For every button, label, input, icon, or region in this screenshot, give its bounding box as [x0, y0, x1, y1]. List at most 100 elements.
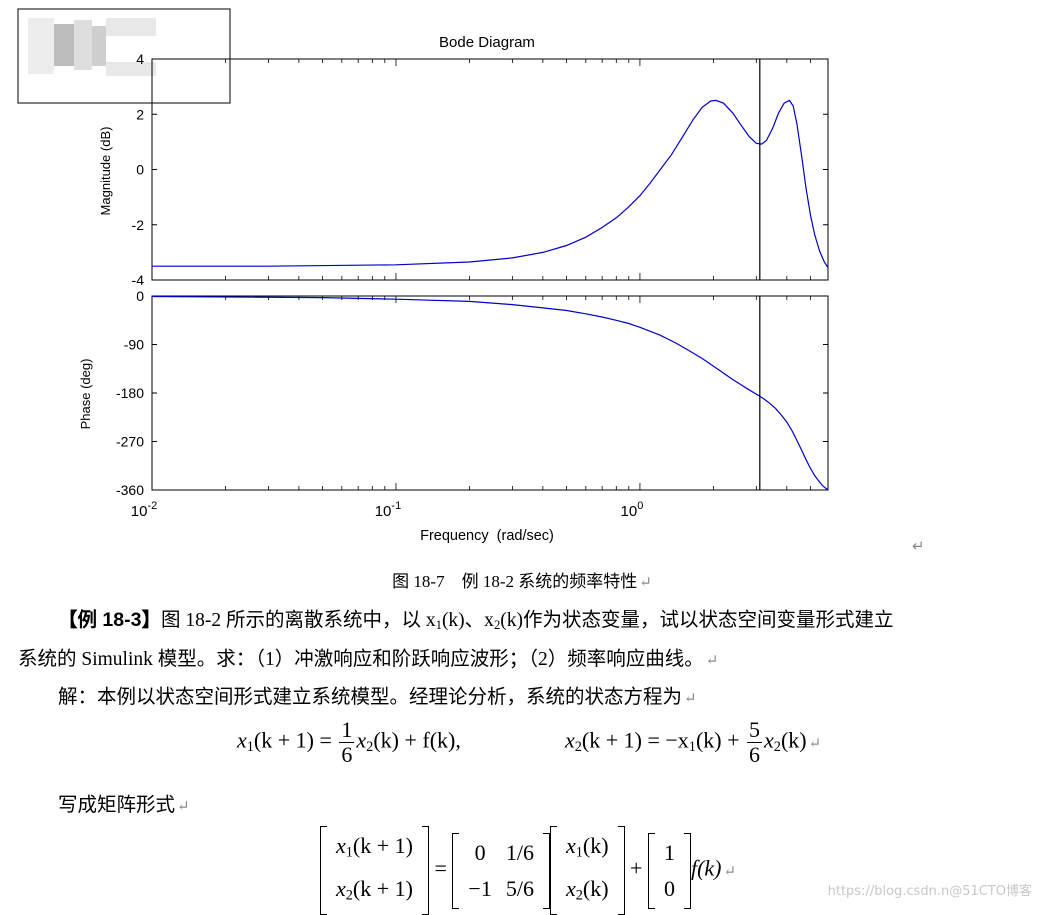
- chart-title: Bode Diagram: [439, 34, 535, 51]
- return-mark: ↵: [177, 799, 190, 815]
- eq-term2: x: [764, 727, 774, 753]
- A-r2c1: −1: [468, 875, 492, 901]
- input-fk: f(k): [690, 855, 722, 881]
- return-mark: ↵: [684, 691, 697, 707]
- magnitude-axes: [151, 58, 829, 281]
- example-label: 例 18-3: [77, 609, 142, 631]
- ytick-label: 0: [136, 288, 144, 304]
- figure-caption: 图 18-7 例 18-2 系统的频率特性 ↵: [0, 567, 1044, 592]
- state-equation-1: x1(k + 1) = 1 6 x2(k) + f(k),: [237, 718, 461, 767]
- xtick-label: 100: [621, 500, 644, 520]
- eq-term1-sub: 2: [366, 739, 374, 756]
- return-mark: ↵: [705, 653, 719, 669]
- example-sub-1: 1: [435, 618, 442, 633]
- ytick-label: -4: [132, 272, 145, 288]
- phase-yticks: 0 -90 -180 -270 -360: [116, 288, 828, 498]
- x-r1-arg: (k): [582, 833, 609, 858]
- state-vector: x1(k) x2(k): [549, 826, 625, 915]
- ytick-label: -270: [116, 434, 144, 450]
- eq-lhs1-arg: (k + 1) =: [253, 727, 332, 753]
- eq-x1-sub: 1: [246, 739, 254, 756]
- example-paragraph-line2: 系统的 Simulink 模型。求：（1）冲激响应和阶跃响应波形；（2）频率响应…: [18, 642, 718, 671]
- xtick-label: 10-1: [375, 500, 401, 520]
- eq-lhs2-arg: (k + 1) = −x: [581, 727, 689, 753]
- return-mark: ↵: [808, 735, 822, 752]
- watermark: https://blog.csdn.n@51CTO博客: [827, 884, 1032, 899]
- eq-x2: x: [565, 727, 575, 753]
- example-paragraph-line1: 【例 18-3】图 18-2 所示的离散系统中，以 x1(k)、x2(k)作为状…: [58, 603, 894, 633]
- x-r2-sub: 2: [575, 887, 583, 904]
- magnitude-curve: [152, 99, 829, 268]
- phase-ylabel: Phase (deg): [78, 359, 93, 430]
- ytick-label: -180: [116, 385, 144, 401]
- ytick-label: 2: [136, 106, 144, 122]
- frac1-den: 6: [341, 742, 353, 767]
- caption-text: 图 18-7 例 18-2 系统的频率特性: [392, 572, 638, 591]
- A-r2c2: 5/6: [505, 875, 534, 901]
- phase-axes: [151, 295, 829, 491]
- state-equation-2: x2(k + 1) = −x1(k) + 5 6 x2(k) ↵: [565, 718, 821, 767]
- ytick-label: -90: [124, 337, 144, 353]
- example-sub-2: 2: [493, 618, 501, 633]
- magnitude-yticks: 4 2 0 -2 -4: [132, 51, 828, 288]
- matrix-form-text: 写成矩阵形式: [58, 795, 176, 816]
- lhs-r2-x: x: [336, 875, 346, 901]
- eq-term1: x: [356, 727, 367, 753]
- x-r1-sub: 1: [575, 844, 583, 861]
- ytick-label: -360: [116, 482, 144, 498]
- A-r1c2: 1/6: [505, 839, 534, 865]
- example-text-3: (k)作为状态变量，试以状态空间变量形式建立: [500, 610, 894, 631]
- A-r1c1: 0: [474, 839, 486, 865]
- eq-term2-rest: (k): [780, 727, 807, 753]
- phase-curve: [151, 295, 829, 491]
- frac1-num: 1: [339, 717, 355, 743]
- example-text-1: 图 18-2 所示的离散系统中，以 x: [160, 610, 436, 631]
- plus-sign: +: [630, 855, 643, 881]
- example-bracket-open: 【: [58, 610, 78, 631]
- eq-term1-rest: (k) + f(k),: [373, 727, 461, 753]
- frac2-den: 6: [749, 742, 761, 767]
- x-r2-arg: (k): [582, 875, 609, 901]
- xtick-label: 10-2: [131, 500, 157, 520]
- lhs-vector: x1(k + 1) x2(k + 1): [320, 826, 429, 915]
- x-r1-x: x: [565, 833, 576, 858]
- matrix-A: 0 1/6 −1 5/6: [452, 832, 550, 909]
- B-r2: 0: [663, 875, 675, 901]
- eq-lhs2-rest: (k) +: [695, 727, 740, 753]
- redacted-logo-box: [17, 8, 231, 104]
- phase-panel: 0 -90 -180 -270 -360 Phase (deg): [78, 288, 829, 498]
- eq-term2-sub: 2: [773, 739, 781, 756]
- matrix-equation: x1(k + 1) x2(k + 1) = 0 1/6 −1 5/6 x1(k) x2(k)…: [320, 826, 736, 915]
- eq-x1: x: [237, 727, 247, 753]
- example-text-2: (k)、x: [441, 610, 494, 631]
- figure-return-mark: ↵: [912, 537, 925, 555]
- eq-x2-sub: 2: [574, 739, 582, 756]
- ytick-label: 4: [136, 51, 144, 67]
- return-mark: ↵: [723, 863, 737, 880]
- magnitude-ylabel: Magnitude (dB): [98, 127, 113, 216]
- magnitude-panel: 4 2 0 -2 -4 Magnitude (dB): [98, 51, 829, 288]
- return-mark: ↵: [639, 575, 652, 591]
- matrix-form-paragraph: 写成矩阵形式 ↵: [58, 788, 190, 817]
- ytick-label: -2: [132, 217, 145, 233]
- example-bracket-close: 】: [141, 610, 161, 631]
- B-r1: 1: [663, 839, 675, 865]
- lhs-r1-arg: (k + 1): [352, 833, 413, 858]
- frequency-tick-labels: 10-2 10-1 100: [131, 500, 644, 520]
- lhs-r1-sub: 1: [345, 844, 353, 861]
- x-axis-label: Frequency (rad/sec): [420, 528, 554, 544]
- x-r2-x: x: [565, 875, 576, 901]
- lhs-r2-arg: (k + 1): [352, 875, 413, 901]
- eq-lhs2-sub2: 1: [688, 739, 696, 756]
- solution-paragraph: 解：本例以状态空间形式建立系统模型。经理论分析，系统的状态方程为 ↵: [58, 680, 697, 709]
- example-text-line2: 系统的 Simulink 模型。求：（1）冲激响应和阶跃响应波形；（2）频率响应…: [18, 649, 704, 670]
- ytick-label: 0: [136, 162, 144, 178]
- lhs-r1-x: x: [336, 833, 346, 858]
- lhs-r2-sub: 2: [345, 887, 353, 904]
- equals-sign: =: [434, 855, 447, 881]
- frac2-num: 5: [747, 717, 763, 743]
- magnitude-xticks: [151, 59, 811, 280]
- solution-text: 解：本例以状态空间形式建立系统模型。经理论分析，系统的状态方程为: [58, 687, 683, 708]
